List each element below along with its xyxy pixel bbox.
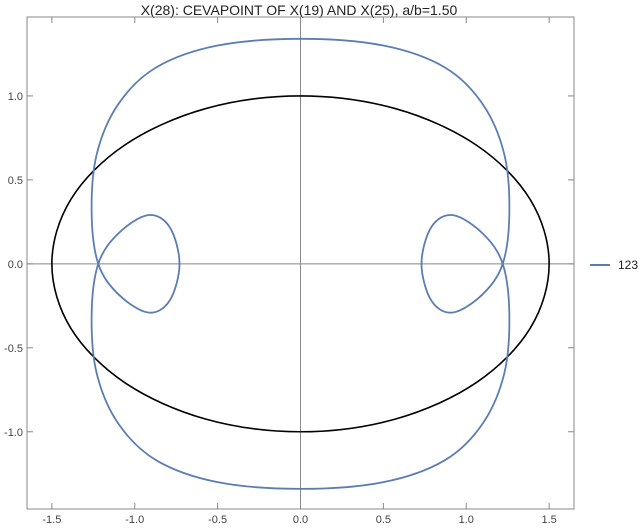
- legend-swatch: [590, 264, 610, 266]
- legend-label: 123: [618, 258, 639, 272]
- x-tick-label: 1.0: [459, 514, 474, 526]
- x-tick-label: 0.0: [293, 514, 308, 526]
- y-tick-label: -1.0: [4, 427, 23, 439]
- x-tick-label: 1.5: [541, 514, 556, 526]
- x-tick-label: -1.0: [125, 514, 144, 526]
- series-group: [51, 37, 550, 490]
- y-tick-label: 1.0: [8, 91, 23, 103]
- series-ellipse-line: [51, 95, 550, 433]
- y-tick-label: 0.0: [8, 259, 23, 271]
- x-tick-label: -0.5: [208, 514, 227, 526]
- y-tick-label: 0.5: [8, 175, 23, 187]
- y-tick-label: -0.5: [4, 343, 23, 355]
- tick-group: -1.5 -1.0 -0.5 0.0 0.5 1.0 1.5 -1.0 -0.5 0.0 0.5 1.…: [4, 17, 574, 526]
- x-tick-label: -1.5: [42, 514, 61, 526]
- chart-title: X(28): CEVAPOINT OF X(19) AND X(25), a/b…: [140, 2, 458, 18]
- legend: 123: [590, 258, 638, 272]
- x-tick-label: 0.5: [376, 514, 391, 526]
- series-123-line: [90, 37, 511, 490]
